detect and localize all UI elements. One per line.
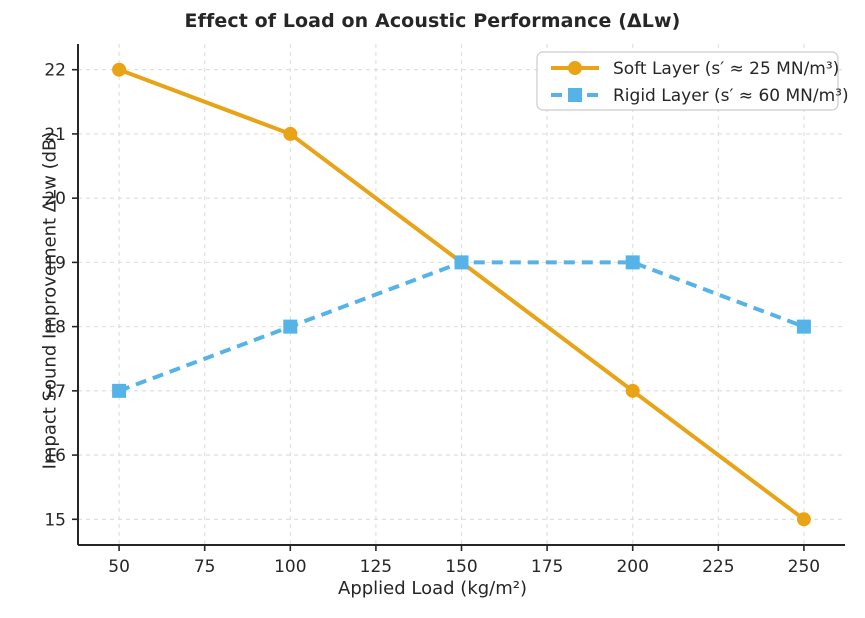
data-point-marker xyxy=(625,255,640,270)
y-tick-label: 17 xyxy=(44,382,66,402)
legend-box xyxy=(536,51,839,111)
data-point-marker xyxy=(625,383,640,398)
data-point-marker xyxy=(112,383,127,398)
legend-label-0: Soft Layer (s′ ≈ 25 MN/m³) xyxy=(613,59,839,79)
y-tick-label: 20 xyxy=(44,189,66,209)
x-tick-label: 175 xyxy=(531,557,563,577)
y-tick-label: 18 xyxy=(44,318,66,338)
data-point-marker xyxy=(796,319,811,334)
x-tick-label: 225 xyxy=(702,557,734,577)
chart-title: Effect of Load on Acoustic Performance (… xyxy=(184,10,681,32)
y-axis-label: Impact Sound Improvement ΔLw (dB) xyxy=(39,131,61,470)
legend-marker-1 xyxy=(568,88,582,102)
legend[interactable]: Soft Layer (s′ ≈ 25 MN/m³) Rigid Layer (s… xyxy=(536,51,849,111)
data-point-marker xyxy=(796,512,811,527)
y-tick-label: 15 xyxy=(44,510,66,530)
y-tick-label: 19 xyxy=(44,253,66,273)
data-point-marker xyxy=(454,255,469,270)
x-tick-label: 150 xyxy=(445,557,477,577)
x-tick-label: 200 xyxy=(616,557,648,577)
x-tick-label: 125 xyxy=(360,557,392,577)
tick-labels: 50 75 100 125 150 175 200 225 250 15 16 17 18 19 20 21 2… xyxy=(44,61,820,577)
series-markers xyxy=(112,62,811,527)
x-tick-label: 100 xyxy=(274,557,306,577)
data-point-marker xyxy=(112,62,127,77)
y-tick-label: 22 xyxy=(44,61,66,81)
y-tick-label: 21 xyxy=(44,125,66,145)
data-point-marker xyxy=(283,126,298,141)
x-tick-label: 50 xyxy=(108,557,130,577)
x-tick-label: 250 xyxy=(788,557,820,577)
tick-marks xyxy=(72,68,805,551)
legend-marker-0 xyxy=(568,61,582,75)
data-point-marker xyxy=(283,319,298,334)
x-tick-label: 75 xyxy=(194,557,216,577)
y-tick-label: 16 xyxy=(44,446,66,466)
grid-lines xyxy=(78,44,845,545)
x-axis-label: Applied Load (kg/m²) xyxy=(338,578,527,599)
legend-label-1: Rigid Layer (s′ ≈ 60 MN/m³) xyxy=(613,86,849,106)
